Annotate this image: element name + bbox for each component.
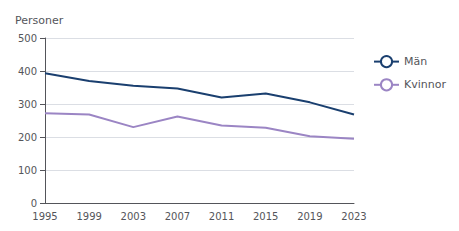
svg-text:2007: 2007 <box>165 211 190 222</box>
svg-text:0: 0 <box>31 198 37 209</box>
svg-text:1999: 1999 <box>76 211 101 222</box>
svg-text:Kvinnor: Kvinnor <box>404 78 446 91</box>
svg-text:400: 400 <box>18 66 37 77</box>
svg-text:Personer: Personer <box>15 14 64 27</box>
svg-text:Män: Män <box>404 55 427 68</box>
svg-text:2015: 2015 <box>253 211 278 222</box>
svg-text:2023: 2023 <box>341 211 366 222</box>
svg-text:300: 300 <box>18 99 37 110</box>
svg-text:2019: 2019 <box>297 211 322 222</box>
svg-text:200: 200 <box>18 132 37 143</box>
svg-text:1995: 1995 <box>32 211 57 222</box>
svg-text:2003: 2003 <box>121 211 146 222</box>
svg-text:100: 100 <box>18 165 37 176</box>
svg-text:2011: 2011 <box>209 211 234 222</box>
svg-text:500: 500 <box>18 33 37 44</box>
